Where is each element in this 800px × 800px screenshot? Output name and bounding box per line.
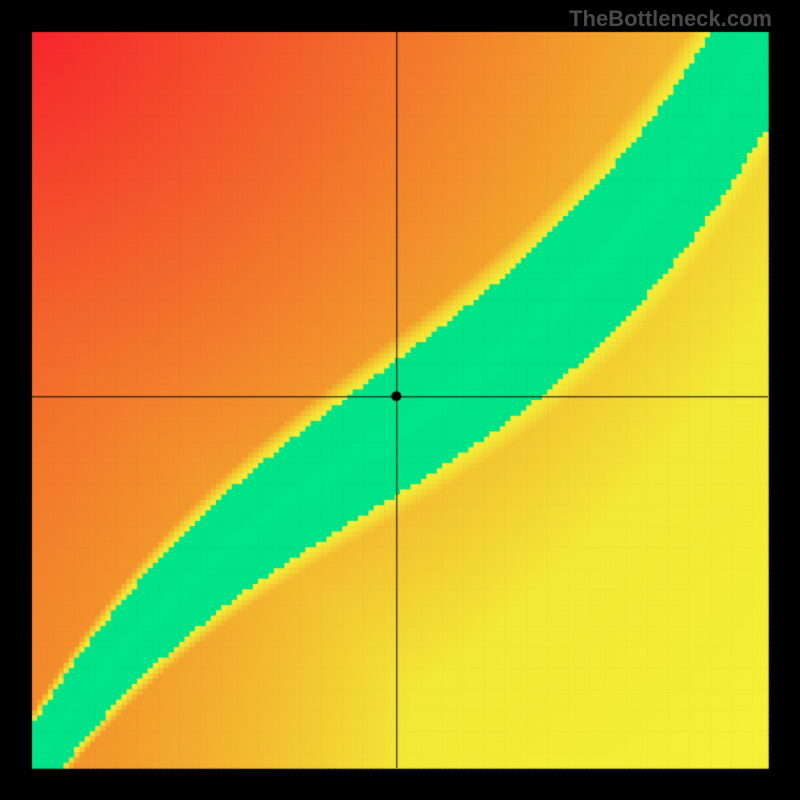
heatmap-canvas <box>0 0 800 800</box>
watermark-text: TheBottleneck.com <box>569 6 772 32</box>
chart-container: TheBottleneck.com <box>0 0 800 800</box>
